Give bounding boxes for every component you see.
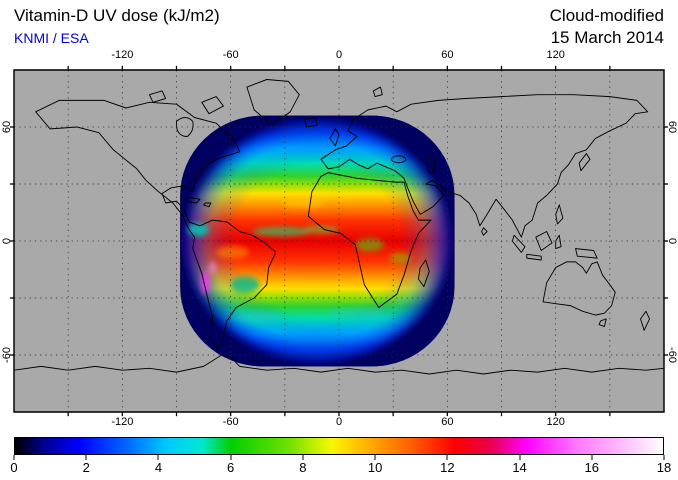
map-frame-border — [13, 69, 665, 413]
colorbar-gradient — [15, 438, 663, 454]
colorbar-tickmark — [302, 455, 304, 460]
lon-label: 120 — [546, 416, 565, 428]
island-newzealand — [640, 310, 651, 331]
map-area — [10, 65, 668, 417]
credit: KNMI / ESA — [14, 30, 89, 46]
lat-label: 0 — [665, 237, 678, 245]
cloud-patches — [187, 198, 412, 323]
colorbar-tick-label: 12 — [440, 460, 455, 475]
continent-antarctica — [13, 354, 665, 375]
uv-swath — [180, 115, 455, 367]
longitude-labels-bottom: -120 -60 0 60 120 — [14, 416, 664, 429]
colorbar-tickmark — [13, 455, 15, 460]
world-map — [10, 65, 668, 417]
colorbar-tickmarks — [13, 455, 665, 460]
black-sea — [390, 155, 407, 164]
lon-label: -60 — [222, 416, 239, 428]
continent-americas — [35, 99, 277, 350]
colorbar-tick-label: 4 — [154, 460, 163, 475]
colorbar-tickmark — [446, 455, 448, 460]
island-hispaniola — [203, 202, 212, 208]
lon-label: 0 — [335, 416, 343, 428]
island-java — [526, 253, 542, 261]
island-cuba — [185, 196, 201, 204]
coastlines — [13, 79, 665, 375]
lon-label: 60 — [441, 416, 454, 428]
colorbar-tickmark — [591, 455, 593, 460]
island-baffin — [201, 96, 224, 115]
island-sulawesi — [555, 234, 562, 250]
island-tasmania — [598, 318, 607, 327]
lon-label: -60 — [222, 49, 239, 61]
colorbar-labels: 0 2 4 6 8 10 12 14 16 18 — [10, 460, 671, 475]
subtitle: Cloud-modified — [549, 6, 664, 25]
colorbar-tick-label: 2 — [82, 460, 90, 475]
latitude-labels-right: 60 0 -60 — [665, 70, 678, 412]
page-title: Vitamin-D UV dose (kJ/m2) — [14, 6, 220, 25]
colorbar-tick-label: 0 — [10, 460, 18, 475]
island-borneo — [535, 231, 553, 251]
colorbar-tick-label: 10 — [367, 460, 383, 475]
caspian-sea — [426, 155, 436, 175]
colorbar-tick-label: 6 — [227, 460, 235, 475]
island-iceland — [304, 117, 318, 128]
colorbar — [14, 437, 664, 455]
colorbar-tickmark — [519, 455, 521, 460]
colorbar-tickmark — [374, 455, 376, 460]
lat-label: 60 — [665, 120, 678, 134]
island-newguinea — [575, 248, 598, 259]
continent-africa — [307, 172, 432, 308]
gridlines — [14, 70, 664, 412]
lon-label: -120 — [111, 416, 134, 428]
island-sumatra — [511, 234, 526, 253]
longitude-labels-top: -120 -60 0 60 120 — [14, 49, 664, 62]
colorbar-tick-label: 16 — [584, 460, 599, 475]
island-britain — [329, 128, 340, 147]
continent-australia — [542, 261, 616, 316]
colorbar-tick-label: 18 — [656, 460, 672, 475]
lon-label: 60 — [441, 49, 454, 61]
island-srilanka — [481, 227, 488, 236]
colorbar-tickmark — [157, 455, 159, 460]
lon-label: 120 — [546, 49, 565, 61]
island-philippines — [555, 204, 564, 225]
continent-eurasia — [320, 94, 649, 238]
colorbar-tickmark — [230, 455, 232, 460]
island-madagascar — [417, 259, 430, 288]
island-greenland — [246, 79, 300, 126]
island-svalbard — [372, 86, 383, 98]
date-label: 15 March 2014 — [550, 28, 664, 47]
lon-label: -120 — [111, 49, 134, 61]
lat-label: -60 — [665, 347, 678, 363]
island-japan — [578, 153, 591, 172]
island-victoria — [148, 90, 167, 103]
colorbar-tick-label: 14 — [512, 460, 527, 475]
lon-label: 0 — [335, 49, 343, 61]
colorbar-tickmark — [663, 455, 665, 460]
colorbar-tick-label: 8 — [299, 460, 307, 475]
hudson-bay — [176, 117, 194, 137]
colorbar-tickmark — [85, 455, 87, 460]
